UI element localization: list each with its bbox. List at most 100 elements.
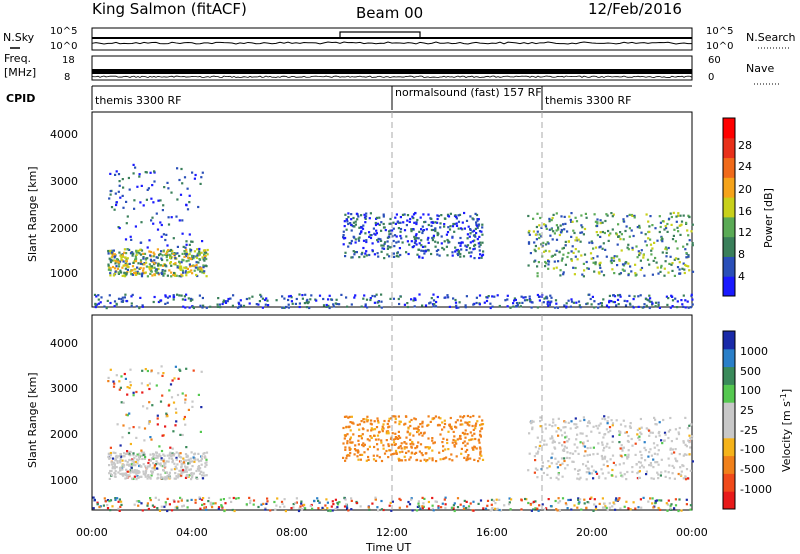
scatter-point <box>425 452 428 455</box>
scatter-point <box>537 509 540 512</box>
scatter-point <box>593 300 596 303</box>
scatter-point <box>133 260 136 263</box>
scatter-point <box>455 224 459 227</box>
scatter-point <box>671 305 674 308</box>
scatter-point <box>284 510 287 513</box>
scatter-point <box>638 435 641 438</box>
scatter-point <box>592 477 595 480</box>
scatter-point <box>185 459 188 462</box>
scatter-point <box>166 181 169 184</box>
scatter-point <box>162 372 165 375</box>
scatter-point <box>166 250 169 253</box>
scatter-point <box>684 475 687 478</box>
scatter-point <box>419 216 422 219</box>
scatter-point <box>233 509 236 513</box>
scatter-point <box>480 423 483 426</box>
scatter-point <box>354 241 357 244</box>
scatter-point <box>201 271 204 274</box>
scatter-point <box>125 299 128 303</box>
scatter-point <box>407 450 410 453</box>
scatter-point <box>202 266 205 269</box>
scatter-point <box>170 264 173 267</box>
scatter-point <box>550 219 553 222</box>
scatter-point <box>438 424 441 427</box>
scatter-point <box>112 274 115 277</box>
scatter-point <box>633 295 636 298</box>
scatter-point <box>469 415 472 419</box>
scatter-point <box>630 270 633 273</box>
scatter-point <box>287 298 290 302</box>
scatter-point <box>410 230 413 233</box>
scatter-point <box>578 478 581 481</box>
scatter-point <box>125 413 128 416</box>
freq-trace <box>92 69 692 74</box>
scatter-point <box>667 246 670 250</box>
scatter-point <box>566 464 569 467</box>
scatter-point <box>358 256 361 259</box>
scatter-point <box>689 504 692 507</box>
scatter-point <box>619 423 623 426</box>
scatter-point <box>544 265 547 268</box>
scatter-point <box>132 454 135 457</box>
scatter-point <box>665 255 668 258</box>
scatter-point <box>620 233 623 236</box>
scatter-point <box>161 254 164 257</box>
scatter-point <box>532 500 535 503</box>
scatter-point <box>141 457 144 461</box>
scatter-point <box>424 304 428 307</box>
scatter-point <box>139 296 142 299</box>
scatter-point <box>621 449 624 452</box>
scatter-point <box>583 498 586 501</box>
scatter-point <box>529 300 532 303</box>
scatter-point <box>311 507 314 510</box>
scatter-point <box>469 431 472 434</box>
scatter-point <box>534 467 537 470</box>
scatter-point <box>376 443 379 446</box>
scatter-point <box>455 442 458 445</box>
scatter-point <box>687 234 690 237</box>
scatter-point <box>114 260 117 263</box>
scatter-point <box>156 462 159 465</box>
scatter-point <box>162 204 165 207</box>
scatter-point <box>402 221 405 224</box>
scatter-point <box>170 468 173 471</box>
scatter-point <box>674 297 677 300</box>
scatter-point <box>174 274 177 277</box>
scatter-point <box>170 457 174 460</box>
scatter-point <box>184 394 187 397</box>
scatter-point <box>167 187 170 190</box>
scatter-point <box>149 254 152 257</box>
scatter-point <box>479 430 482 433</box>
scatter-point <box>571 452 575 455</box>
scatter-point <box>496 294 499 297</box>
scatter-point <box>457 227 460 230</box>
scatter-point <box>648 225 651 228</box>
scatter-point <box>119 505 122 508</box>
scatter-point <box>141 369 144 372</box>
scatter-point <box>182 504 185 507</box>
scatter-point <box>441 246 444 250</box>
scatter-point <box>397 227 400 230</box>
scatter-point <box>454 421 457 424</box>
scatter-point <box>164 476 167 479</box>
scatter-point <box>443 223 446 226</box>
scatter-point <box>144 471 147 474</box>
scatter-point <box>175 467 178 470</box>
scatter-point <box>186 454 189 457</box>
scatter-point <box>140 449 143 452</box>
scatter-point <box>599 245 602 248</box>
power-ytick-1000: 1000 <box>50 267 78 280</box>
cpid-segment-1: themis 3300 RF <box>95 94 182 107</box>
scatter-point <box>355 501 358 505</box>
scatter-point <box>431 457 434 460</box>
scatter-point <box>612 213 615 216</box>
scatter-point <box>465 219 469 222</box>
scatter-point <box>418 293 421 296</box>
scatter-point <box>606 465 609 468</box>
scatter-point <box>111 265 115 269</box>
scatter-point <box>676 226 679 229</box>
scatter-point <box>391 443 394 446</box>
scatter-point <box>640 506 643 509</box>
scatter-point <box>477 218 480 221</box>
scatter-point <box>583 227 587 231</box>
